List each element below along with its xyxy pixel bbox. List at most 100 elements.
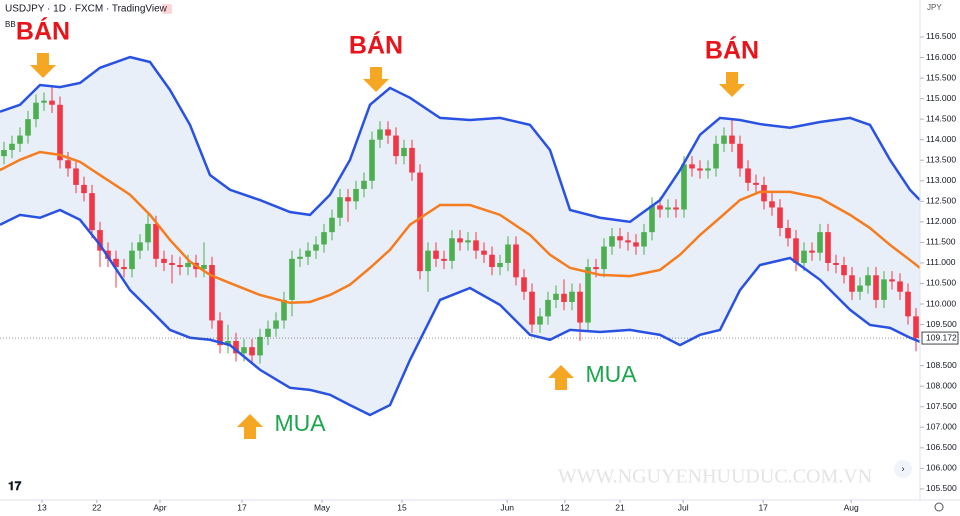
annotation: MUA: [274, 410, 326, 436]
candle-body: [17, 135, 23, 144]
x-tick-label: May: [314, 502, 331, 512]
candle-body: [729, 135, 735, 144]
x-tick-label: 22: [92, 502, 102, 512]
candle-body: [281, 299, 287, 321]
candle-body: [609, 236, 615, 247]
x-tick-label: 17: [758, 502, 768, 512]
arrow: [548, 365, 574, 390]
y-tick-label: 114.500: [926, 113, 956, 123]
x-tick-label: 15: [397, 502, 407, 512]
scroll-button[interactable]: [894, 460, 912, 478]
candle-body: [569, 291, 575, 302]
candle-body: [657, 205, 663, 210]
candle-body: [617, 236, 623, 241]
candle-body: [25, 119, 31, 136]
candle-body: [697, 168, 703, 171]
y-tick-label: 106.500: [926, 442, 957, 452]
candle-body: [833, 262, 839, 265]
y-tick-label: 111.500: [926, 237, 956, 247]
arrow: [719, 72, 745, 97]
arrow: [30, 53, 56, 78]
candle-body: [313, 244, 319, 251]
candle-body: [473, 240, 479, 251]
candle-body: [873, 275, 879, 300]
candle-body: [433, 250, 439, 259]
y-tick-label: 112.500: [926, 196, 956, 206]
y-tick-label: 114.000: [926, 134, 956, 144]
y-tick-label: 109.500: [926, 319, 957, 329]
candle-body: [577, 291, 583, 323]
candle-body: [713, 143, 719, 169]
candle-body: [561, 293, 567, 302]
candle-body: [161, 258, 167, 263]
annotation: BÁN: [349, 31, 403, 60]
candle-body: [897, 281, 903, 292]
y-tick-label: 107.000: [926, 422, 957, 432]
candle-body: [809, 250, 815, 253]
candle-body: [89, 193, 95, 231]
candle-body: [305, 250, 311, 257]
band-line: [0, 150, 921, 305]
candle-body: [265, 328, 271, 337]
candle-body: [769, 201, 775, 208]
candle-body: [249, 347, 255, 356]
candle-body: [865, 275, 871, 286]
candle-body: [585, 267, 591, 323]
axis-unit: JPY: [927, 3, 942, 12]
candle-body: [625, 240, 631, 243]
candle-body: [329, 217, 335, 233]
candle-body: [337, 197, 343, 218]
candle-body: [113, 258, 119, 268]
candle-body: [601, 246, 607, 270]
y-tick-label: 108.000: [926, 380, 957, 390]
y-tick-label: 112.000: [926, 216, 956, 226]
candle-body: [385, 129, 391, 136]
last-price-box: [921, 331, 959, 345]
candle-body: [1, 149, 7, 157]
symbol-title: USDJPY · 1D · FXCM · TradingView: [5, 4, 168, 15]
candle-body: [665, 207, 671, 210]
x-tick-label: 12: [560, 502, 570, 512]
candle-body: [641, 232, 647, 247]
candle-body: [73, 168, 79, 185]
candle-body: [889, 279, 895, 282]
candle-body: [841, 264, 847, 276]
candle-body: [705, 168, 711, 171]
x-tick-label: Aug: [844, 502, 859, 512]
candle-body: [497, 262, 503, 268]
candle-body: [49, 100, 55, 105]
candle-body: [649, 205, 655, 233]
y-tick-label: 108.500: [926, 360, 957, 370]
annotation: BÁN: [705, 36, 759, 65]
candle-body: [593, 267, 599, 270]
candle-body: [785, 228, 791, 239]
candle-body: [553, 293, 559, 300]
y-tick-label: 110.500: [926, 278, 956, 288]
candle-body: [793, 238, 799, 263]
candle-body: [633, 242, 639, 247]
candle-body: [409, 147, 415, 173]
candle-body: [201, 264, 207, 270]
y-tick-label: 115.000: [926, 93, 956, 103]
arrow: [237, 414, 263, 439]
annotation: MUA: [585, 361, 637, 387]
candle-body: [145, 223, 151, 243]
annotation: BÁN: [16, 17, 70, 46]
band-line: [0, 55, 921, 224]
candle-body: [377, 129, 383, 140]
candle-body: [177, 264, 183, 268]
candle-body: [913, 316, 919, 339]
candle-body: [481, 250, 487, 255]
settings-icon[interactable]: [934, 502, 944, 512]
candle-body: [801, 250, 807, 263]
y-tick-label: 116.500: [926, 31, 956, 41]
candle-body: [65, 160, 71, 169]
candle-body: [537, 316, 543, 325]
candle-body: [881, 279, 887, 300]
candle-body: [169, 262, 175, 265]
x-tick-label: Jul: [678, 502, 689, 512]
candle-body: [233, 341, 239, 354]
band-line: [0, 208, 921, 417]
candle-body: [345, 197, 351, 202]
